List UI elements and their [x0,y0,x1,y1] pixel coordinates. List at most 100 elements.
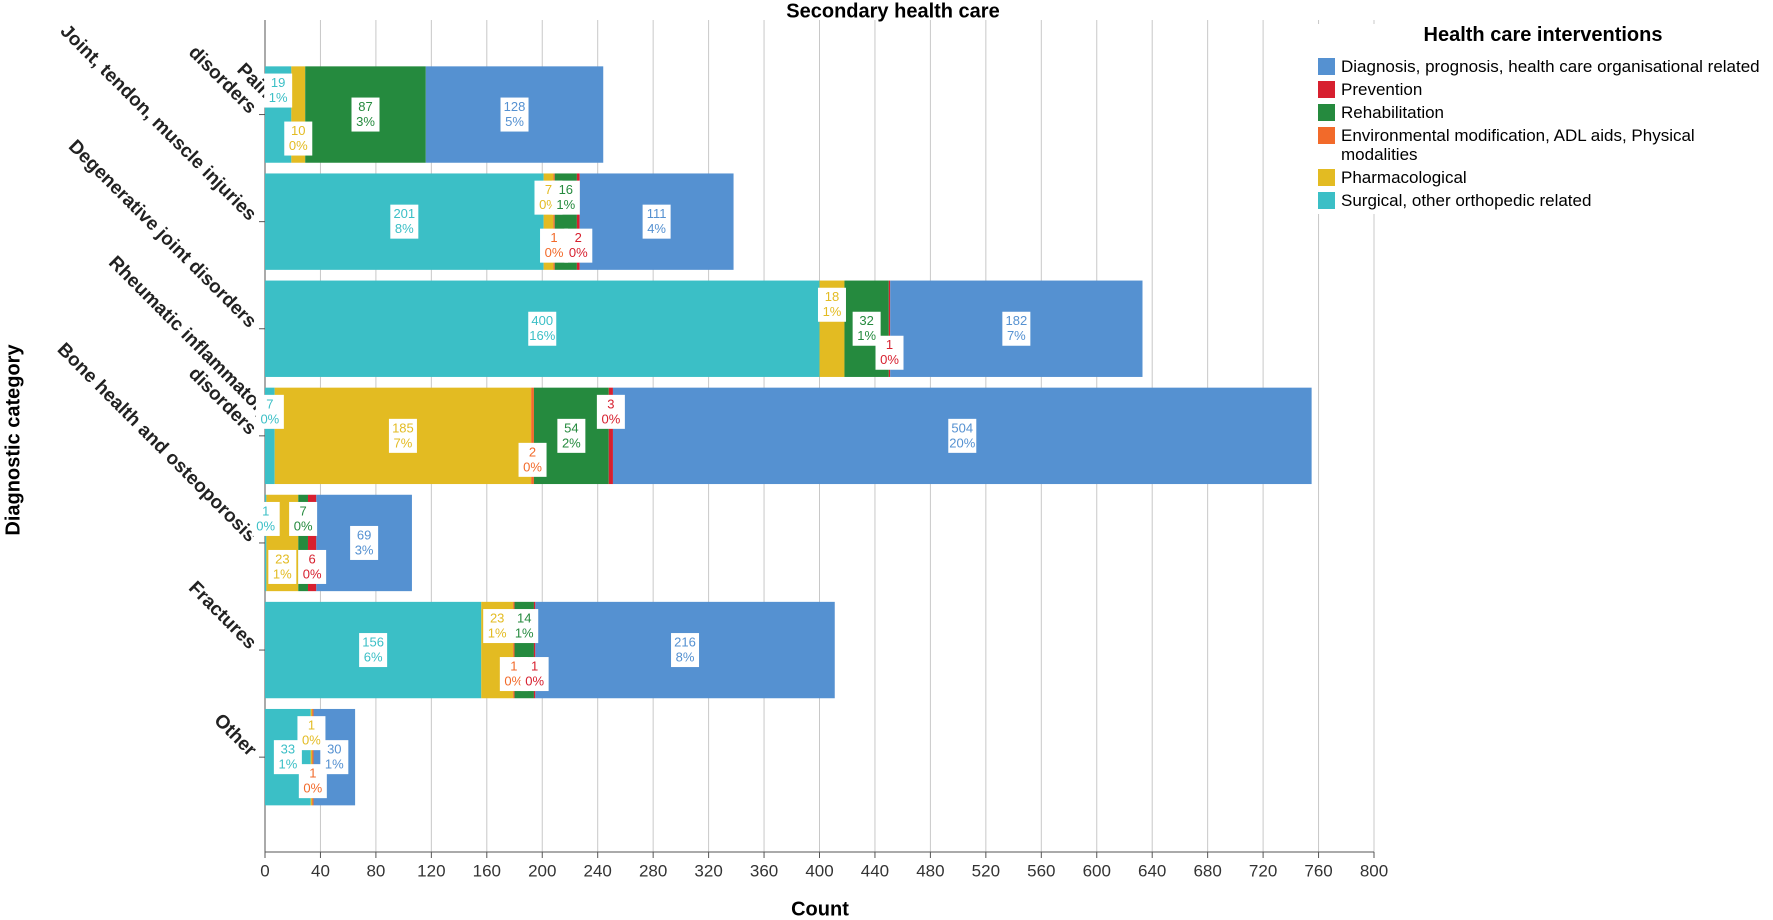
data-label-box [483,609,512,644]
data-label-box [251,501,280,536]
legend-item: Pharmacological [1318,168,1768,187]
data-label: 400 [531,313,553,328]
data-label-percent: 1% [823,304,842,319]
data-label: 156 [362,634,384,649]
legend-swatch [1318,169,1335,186]
data-label-percent: 2% [562,435,581,450]
data-label-percent: 0% [303,566,322,581]
x-tick-label: 0 [260,861,269,880]
data-label-percent: 0% [302,733,321,748]
data-label-box [350,525,379,560]
data-label: 3 [607,396,614,411]
legend-item: Diagnosis, prognosis, health care organi… [1318,57,1768,76]
data-label-percent: 20% [949,435,975,450]
x-tick-label: 720 [1249,861,1277,880]
y-axis-label: Diagnostic category [2,344,24,536]
legend-label: Prevention [1341,80,1423,99]
data-label-box [1002,311,1031,346]
x-tick-label: 120 [417,861,445,880]
data-label-percent: 0% [504,673,523,688]
legend-label: Pharmacological [1341,168,1467,187]
bar-segment [307,494,317,592]
data-label-box [817,287,846,322]
data-label: 1 [510,658,517,673]
data-label-percent: 7% [1007,328,1026,343]
x-tick-label: 200 [528,861,556,880]
data-label-percent: 3% [355,542,374,557]
y-tick-label: Other [210,710,261,761]
data-label-box [518,442,547,477]
bar-segment [543,173,554,270]
legend-swatch [1318,81,1335,98]
data-label: 201 [393,206,415,221]
x-tick-label: 160 [473,861,501,880]
data-label: 18 [825,289,839,304]
x-tick-label: 360 [750,861,778,880]
data-label-percent: 0% [256,518,275,533]
data-label-percent: 1% [278,757,297,772]
data-label-percent: 1% [488,625,507,640]
data-label-box [540,228,569,263]
data-label-box [388,418,417,453]
data-label: 87 [358,99,372,114]
x-tick-label: 600 [1083,861,1111,880]
y-tick-label: Paindisorders [184,26,276,118]
data-label: 7 [266,396,273,411]
legend-item: Prevention [1318,80,1768,99]
legend-swatch [1318,127,1335,144]
data-label-box [320,740,349,775]
chart-title: Secondary health care [786,0,999,22]
x-tick-label: 640 [1138,861,1166,880]
data-label-box [642,204,671,239]
data-label-percent: 0% [569,245,588,260]
legend-swatch [1318,192,1335,209]
data-label: 14 [517,610,531,625]
data-label-percent: 0% [601,411,620,426]
data-label-box [255,394,284,429]
legend-title: Health care interventions [1423,24,1663,46]
bar-segment [310,708,313,806]
legend-label: Rehabilitation [1341,103,1445,122]
x-tick-label: 560 [1027,861,1055,880]
data-label-percent: 16% [529,328,555,343]
data-label: 504 [951,420,973,435]
data-label-box [948,418,977,453]
data-label-percent: 1% [273,566,292,581]
bar-segment [312,708,314,806]
data-label: 1 [886,337,893,352]
data-label-box [359,633,388,668]
data-label: 23 [275,551,289,566]
bar-segment [576,173,580,270]
data-label: 1 [262,503,269,518]
x-tick-label: 680 [1193,861,1221,880]
data-label-box [875,335,904,370]
x-tick-label: 480 [916,861,944,880]
data-label: 30 [327,742,341,757]
data-label: 54 [564,420,578,435]
legend-label: Surgical, other orthopedic related [1341,191,1592,210]
legend: Health care interventions Diagnosis, pro… [1318,24,1768,214]
data-label: 33 [281,742,295,757]
data-label: 23 [490,610,504,625]
data-label: 7 [545,182,552,197]
x-tick-label: 800 [1360,861,1388,880]
data-label-percent: 1% [515,625,534,640]
data-label-box [520,657,549,692]
data-label: 19 [271,75,285,90]
bar-segment [533,601,536,699]
x-tick-label: 40 [311,861,330,880]
data-label: 182 [1005,313,1027,328]
data-label: 10 [291,123,305,138]
legend-item: Environmental modification, ADL aids, Ph… [1318,126,1768,164]
data-label-percent: 0% [880,352,899,367]
data-label-percent: 1% [325,757,344,772]
data-label: 216 [674,634,696,649]
data-label: 16 [559,182,573,197]
data-label: 6 [309,551,316,566]
data-label-box [390,204,419,239]
data-label-box [671,633,700,668]
data-label-box [268,549,297,584]
data-label-box [289,501,318,536]
data-label: 1 [309,766,316,781]
